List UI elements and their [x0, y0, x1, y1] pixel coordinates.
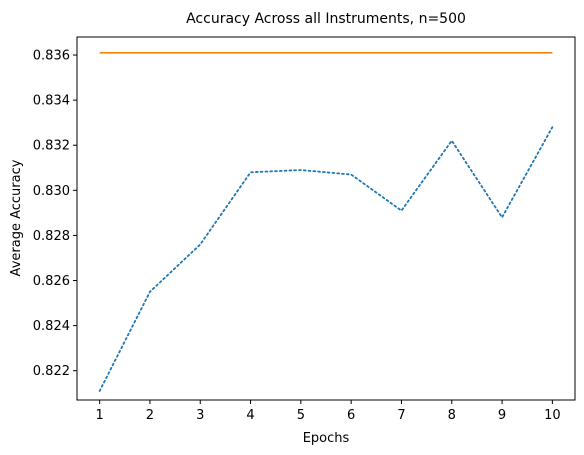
x-tick-label: 2: [146, 408, 154, 423]
x-tick-label: 5: [297, 408, 305, 423]
chart-title: Accuracy Across all Instruments, n=500: [186, 11, 466, 27]
y-tick-label: 0.830: [33, 184, 70, 199]
series-line-accuracy-per-epoch: [98, 126, 554, 392]
y-tick-label: 0.826: [33, 274, 70, 289]
x-tick-label: 6: [347, 408, 355, 423]
x-tick-label: 8: [448, 408, 456, 423]
y-tick-label: 0.836: [33, 49, 70, 64]
y-axis-ticks: 0.822 0.824 0.826 0.828 0.830 0.832 0.834 0.836: [33, 49, 77, 379]
x-tick-label: 3: [196, 408, 204, 423]
x-tick-label: 7: [397, 408, 405, 423]
y-tick-label: 0.832: [33, 139, 70, 154]
x-tick-label: 1: [95, 408, 103, 423]
y-tick-label: 0.834: [33, 94, 70, 109]
y-tick-label: 0.822: [33, 364, 70, 379]
x-tick-label: 10: [544, 408, 561, 423]
x-axis-label: Epochs: [303, 431, 350, 446]
y-tick-label: 0.828: [33, 229, 70, 244]
plot-frame: [76, 36, 576, 401]
x-axis-ticks: 1 2 3 4 5 6 7 8 9 10: [95, 400, 561, 423]
y-axis-label: Average Accuracy: [9, 159, 24, 276]
x-tick-label: 4: [246, 408, 254, 423]
y-tick-label: 0.824: [33, 319, 70, 334]
series-layer: [98, 51, 554, 392]
x-tick-label: 9: [498, 408, 506, 423]
